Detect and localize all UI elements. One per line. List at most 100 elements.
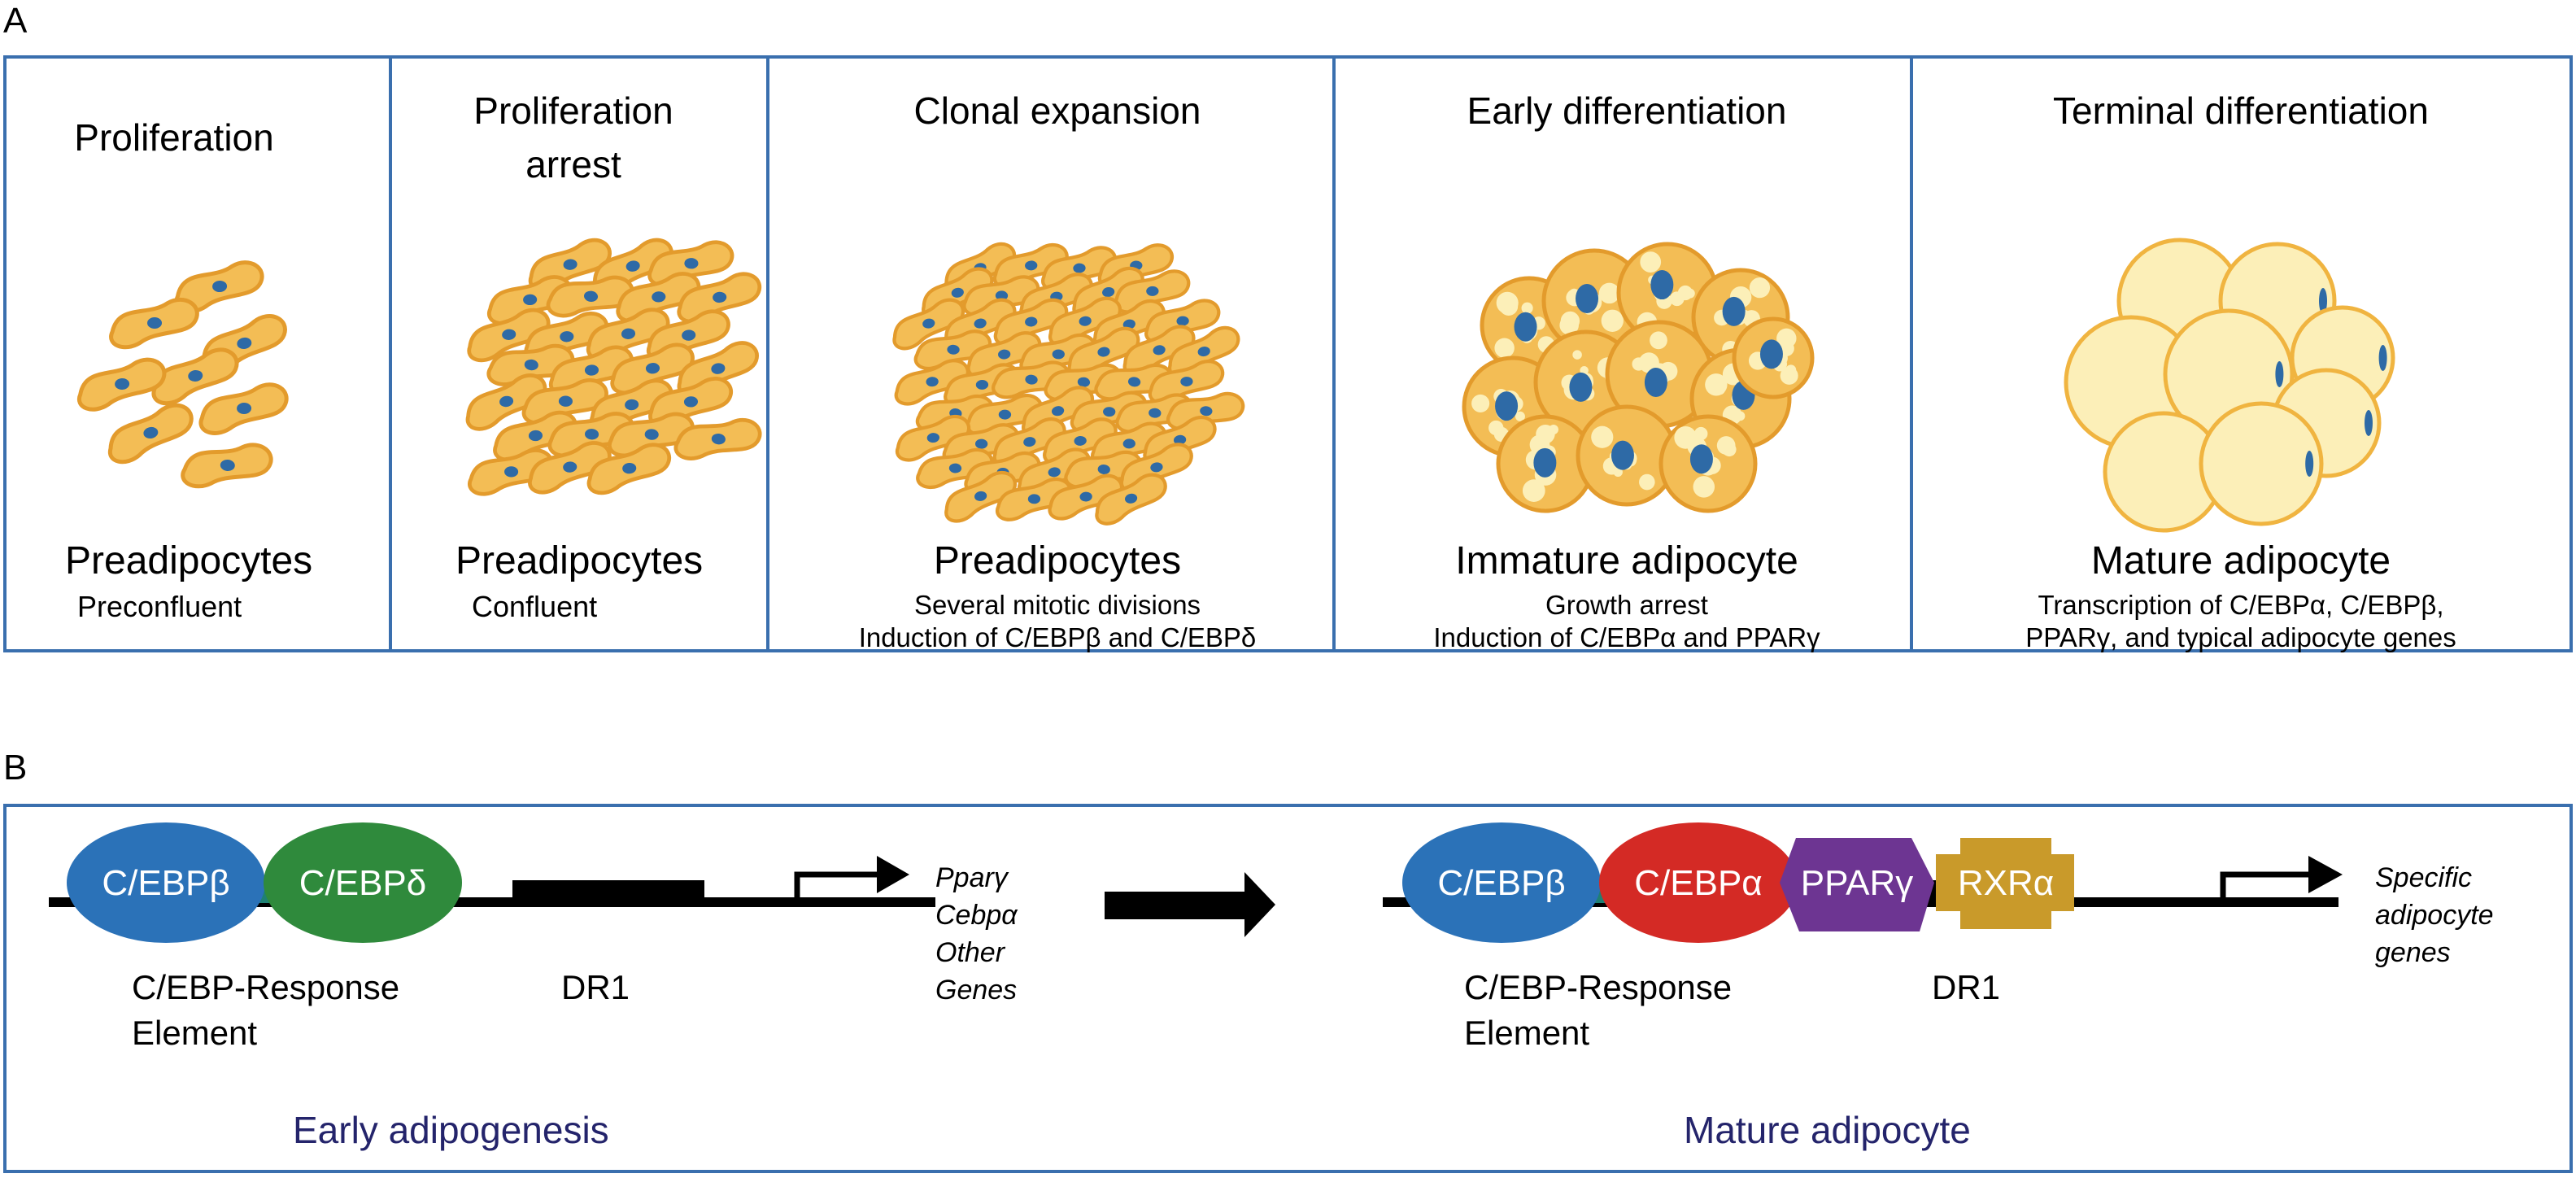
stage-title: Proliferation	[473, 89, 673, 132]
immature-adipocyte	[1576, 404, 1678, 507]
nucleus	[502, 329, 517, 340]
lipid-droplet	[1489, 420, 1504, 436]
cebpa-protein	[1599, 822, 1798, 943]
mature-adipocyte	[2199, 401, 2324, 526]
nucleus	[2319, 288, 2327, 314]
target-gene: Cebpα	[935, 900, 1018, 931]
dr1-label: DR1	[1932, 968, 2000, 1006]
nucleus	[974, 491, 987, 501]
preadipocyte-cluster	[892, 242, 1245, 526]
panel-b-frame	[3, 804, 2573, 1173]
nucleus	[682, 329, 696, 341]
lipid-droplet	[1685, 288, 1695, 299]
target-gene: genes	[2375, 937, 2451, 968]
preadipocyte-cluster	[76, 260, 289, 489]
preadipocyte	[109, 297, 199, 350]
nucleus	[2305, 451, 2314, 477]
cebpd-protein	[264, 822, 462, 943]
panel-b-label: B	[3, 748, 27, 787]
nucleus	[1124, 493, 1138, 504]
lipid-droplet	[1639, 473, 1655, 491]
nucleus	[1146, 286, 1159, 296]
target-gene: Pparγ	[935, 862, 1009, 893]
nucleus	[1103, 407, 1116, 417]
nucleus	[212, 280, 228, 293]
lipid-droplet	[1572, 350, 1582, 360]
nucleus	[621, 328, 636, 339]
cell-type: Preadipocytes	[65, 539, 312, 582]
target-gene: adipocyte	[2375, 900, 2494, 931]
stage-detail: Confluent	[472, 590, 597, 623]
immature-adipocyte	[1658, 414, 1758, 513]
preadipocyte	[1095, 473, 1167, 526]
nucleus	[524, 359, 538, 371]
nucleus	[644, 429, 659, 440]
nucleus	[563, 461, 578, 473]
stage-detail: Induction of C/EBPβ and C/EBPδ	[859, 622, 1257, 652]
nucleus	[1025, 374, 1038, 385]
dr1-label: DR1	[561, 968, 630, 1006]
nucleus	[1495, 391, 1519, 421]
cell-type: Preadipocytes	[455, 539, 703, 582]
nucleus	[237, 337, 252, 350]
nucleus	[1153, 345, 1166, 356]
nucleus	[1122, 438, 1135, 449]
nucleus	[652, 291, 666, 303]
nucleus	[528, 430, 543, 442]
nucleus	[1025, 260, 1038, 271]
nucleus	[974, 438, 988, 449]
nucleus	[560, 331, 574, 342]
lipid-droplet	[1705, 373, 1728, 396]
lipid-droplet	[1669, 291, 1685, 307]
lipid-droplet	[1780, 366, 1798, 385]
nucleus	[1569, 372, 1593, 402]
dr1-box	[512, 880, 704, 905]
lipid-droplet	[1471, 394, 1490, 412]
immature-adipocyte	[1541, 248, 1647, 354]
lipid-droplet	[1559, 316, 1579, 335]
nucleus	[523, 294, 538, 306]
nucleus	[995, 290, 1009, 301]
lipid-droplet	[1515, 411, 1525, 421]
nucleus	[625, 260, 640, 272]
nucleus	[558, 395, 573, 407]
preadipocyte-cluster	[465, 238, 762, 496]
preadipocyte	[586, 443, 671, 495]
lipid-droplet	[1522, 479, 1545, 502]
nucleus	[947, 344, 960, 355]
stage-title: Clonal expansion	[914, 89, 1201, 132]
lipid-droplet	[1694, 426, 1708, 441]
nucleus	[220, 459, 235, 472]
nucleus	[1052, 349, 1065, 360]
stage-title: Terminal differentiation	[2053, 89, 2429, 132]
target-gene: Other	[935, 937, 1006, 968]
nucleus	[499, 395, 514, 408]
nucleus	[1023, 437, 1036, 447]
lipid-droplet	[1580, 366, 1589, 375]
nucleus	[585, 429, 599, 440]
lipid-droplet	[1521, 302, 1533, 314]
stage-detail: Preconfluent	[77, 590, 242, 623]
promoter-arrow	[794, 871, 878, 899]
nucleus	[1689, 444, 1713, 474]
nucleus	[683, 396, 699, 408]
lipid-droplet	[1598, 282, 1620, 304]
preadipocyte	[76, 357, 167, 412]
nucleus	[625, 399, 639, 411]
nucleus	[951, 287, 964, 298]
preadipocyte	[198, 382, 289, 435]
pparg-label: PPARγ	[1801, 863, 1914, 903]
preadipocyte	[944, 470, 1018, 523]
nucleus	[711, 433, 726, 445]
nucleus	[1025, 316, 1038, 327]
lipid-droplet	[1499, 297, 1519, 316]
nucleus	[1759, 339, 1783, 369]
cell-type: Mature adipocyte	[2091, 539, 2391, 582]
cebpa-label: C/EBPα	[1634, 863, 1762, 903]
nucleus	[1079, 316, 1092, 326]
lipid-droplet	[1749, 277, 1771, 299]
panel-a-frame	[3, 55, 2573, 652]
lipid-droplet	[1650, 331, 1667, 350]
stage-detail: PPARγ, and typical adipocyte genes	[2025, 622, 2456, 652]
immature-adipocyte	[1605, 320, 1714, 429]
